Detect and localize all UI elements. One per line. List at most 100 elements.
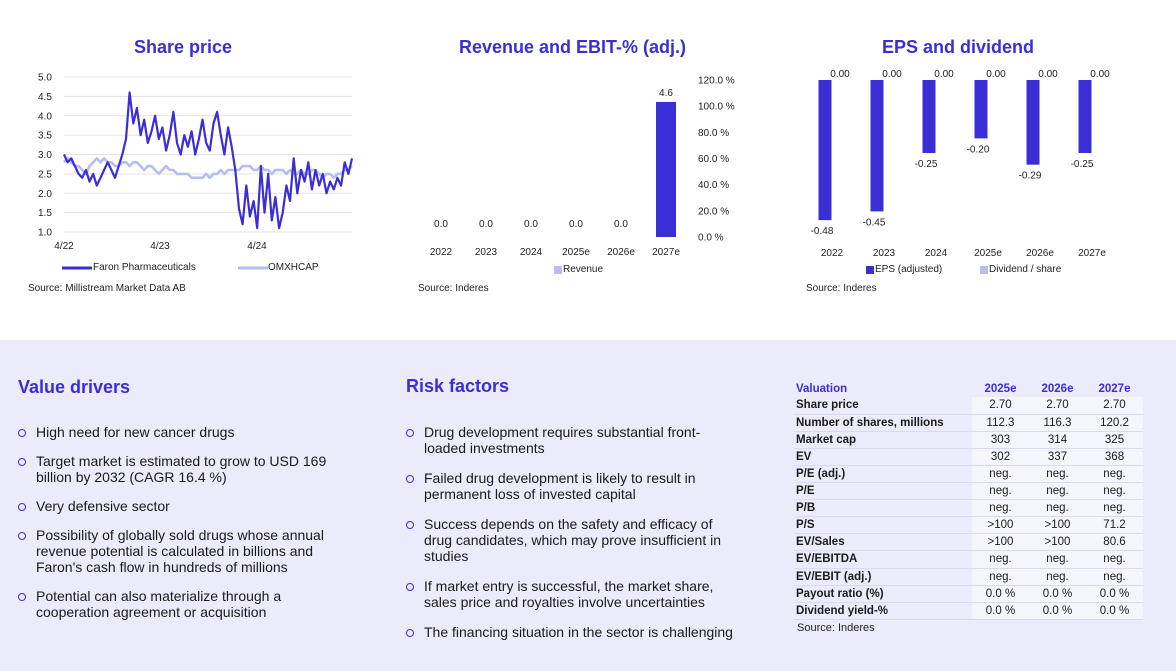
y2-tick-label: 100.0 % [698, 102, 735, 113]
legend-swatch-eps [866, 266, 874, 274]
eps-chart: -0.48 0.00 2022 -0.45 0.00 2023 -0.25 0.00 2024 -… [811, 69, 1111, 259]
legend-line-faron [62, 266, 92, 270]
legend-swatch-dividend [980, 266, 988, 274]
valuation-row: P/B neg. neg. neg. [794, 499, 1143, 518]
valuation-cell: >100 [1029, 533, 1086, 552]
legend-label-dividend: Dividend / share [989, 264, 1062, 275]
dividend-value-label: 0.00 [1038, 69, 1058, 80]
eps-value-label: -0.25 [915, 159, 938, 170]
value-driver-item: Target market is estimated to grow to US… [18, 453, 348, 485]
legend-label-faron: Faron Pharmaceuticals [93, 262, 196, 273]
valuation-source: Source: Inderes [797, 622, 875, 634]
valuation-row-label: Payout ratio (%) [794, 585, 972, 603]
valuation-cell: neg. [972, 499, 1029, 518]
revenue-bar [656, 101, 676, 237]
y-tick-label: 5.0 [38, 73, 52, 84]
x-tick-label: 2024 [520, 247, 543, 258]
valuation-cell: 2.70 [1029, 397, 1086, 415]
revenue-value-label: 0.0 [434, 219, 448, 230]
valuation-cell: 0.0 % [972, 602, 1029, 620]
valuation-header-year: 2025e [984, 382, 1017, 395]
valuation-row: EV 302 337 368 [794, 448, 1143, 466]
y-tick-label: 2.5 [38, 169, 52, 180]
valuation-cell: 314 [1029, 431, 1086, 449]
valuation-header-row: Valuation 2025e 2026e 2027e [794, 380, 1143, 397]
share-price-source: Source: Millistream Market Data AB [28, 283, 186, 294]
valuation-cell: >100 [972, 533, 1029, 552]
value-drivers-list: High need for new cancer drugs Target ma… [18, 424, 348, 620]
valuation-row-label: EV [794, 448, 972, 466]
valuation-row-label: Number of shares, millions [794, 414, 972, 432]
risk-factor-item: The financing situation in the sector is… [406, 624, 742, 640]
revenue-title: Revenue and EBIT-% (adj.) [458, 37, 687, 57]
valuation-row: Market cap 303 314 325 [794, 431, 1143, 449]
risk-factors-list: Drug development requires substantial fr… [406, 424, 742, 640]
x-tick-label: 2022 [821, 248, 844, 259]
revenue-value-label: 0.0 [614, 219, 628, 230]
valuation-cell: neg. [1086, 482, 1143, 501]
legend-label-revenue: Revenue [563, 264, 604, 275]
revenue-value-label: 4.6 [659, 88, 673, 99]
risk-factor-item: Failed drug development is likely to res… [406, 470, 742, 502]
valuation-cell: neg. [1086, 568, 1143, 586]
y2-tick-label: 0.0 % [698, 233, 724, 244]
y2-tick-label: 120.0 % [698, 76, 735, 87]
eps-value-label: -0.29 [1019, 171, 1042, 182]
valuation-row: P/E (adj.) neg. neg. neg. [794, 465, 1143, 484]
valuation-cell: 0.0 % [1029, 585, 1086, 603]
share-price-chart: 1.0 1.5 2.0 2.5 3.0 3.5 4.0 4.5 5.0 4/22 4/23 4/24 [38, 73, 354, 252]
valuation-cell: neg. [972, 568, 1029, 586]
risk-factor-item: Success depends on the safety and effica… [406, 516, 742, 564]
valuation-cell: 0.0 % [1029, 602, 1086, 620]
eps-bar [818, 80, 832, 221]
valuation-cell: 112.3 [972, 414, 1029, 432]
eps-source: Source: Inderes [806, 283, 877, 294]
series-line-omxhcap [63, 157, 353, 180]
valuation-row: EV/EBITDA neg. neg. neg. [794, 550, 1143, 569]
valuation-cell: 302 [972, 448, 1029, 466]
valuation-cell: neg. [1029, 482, 1086, 501]
dividend-value-label: 0.00 [830, 69, 850, 80]
x-tick-label: 2027e [652, 247, 680, 258]
eps-value-label: -0.45 [863, 217, 886, 228]
valuation-cell: 325 [1086, 431, 1143, 449]
valuation-row: Share price 2.70 2.70 2.70 [794, 397, 1143, 415]
revenue-source: Source: Inderes [418, 283, 489, 294]
valuation-cell: neg. [1086, 550, 1143, 569]
x-tick-label: 2023 [475, 247, 498, 258]
y-tick-label: 3.5 [38, 131, 52, 142]
valuation-header-year: 2026e [1041, 382, 1074, 395]
valuation-row: Dividend yield-% 0.0 % 0.0 % 0.0 % [794, 602, 1143, 620]
valuation-row: EV/EBIT (adj.) neg. neg. neg. [794, 568, 1143, 586]
value-driver-item: Possibility of globally sold drugs whose… [18, 527, 348, 575]
value-driver-item: Potential can also materialize through a… [18, 588, 348, 620]
eps-bar [870, 80, 884, 212]
legend-line-omxhcap [238, 266, 268, 270]
valuation-header-label: Valuation [796, 382, 848, 395]
valuation-cell: neg. [972, 482, 1029, 501]
eps-value-label: -0.25 [1071, 159, 1094, 170]
valuation-row-label: P/E (adj.) [794, 465, 972, 484]
y2-tick-label: 80.0 % [698, 128, 729, 139]
x-tick-label: 2026e [607, 247, 635, 258]
value-drivers-title: Value drivers [18, 377, 131, 397]
risk-factors-title: Risk factors [406, 376, 510, 396]
y2-tick-label: 20.0 % [698, 206, 729, 217]
revenue-value-label: 0.0 [569, 219, 583, 230]
y-tick-label: 1.0 [38, 228, 52, 239]
legend-label-eps: EPS (adjusted) [875, 264, 943, 275]
valuation-cell: 303 [972, 431, 1029, 449]
eps-title: EPS and dividend [881, 37, 1035, 57]
eps-bar [922, 80, 936, 153]
x-tick-label: 4/23 [150, 241, 170, 252]
risk-factor-item: Drug development requires substantial fr… [406, 424, 742, 456]
eps-bar [1078, 80, 1092, 153]
valuation-row: Payout ratio (%) 0.0 % 0.0 % 0.0 % [794, 585, 1143, 603]
valuation-cell: 0.0 % [1086, 602, 1143, 620]
valuation-header-year: 2027e [1098, 382, 1131, 395]
valuation-cell: 337 [1029, 448, 1086, 466]
legend-label-omxhcap: OMXHCAP [268, 262, 319, 273]
series-line-faron [63, 91, 354, 230]
legend-swatch-revenue [554, 266, 562, 274]
valuation-row-label: Dividend yield-% [794, 602, 972, 620]
